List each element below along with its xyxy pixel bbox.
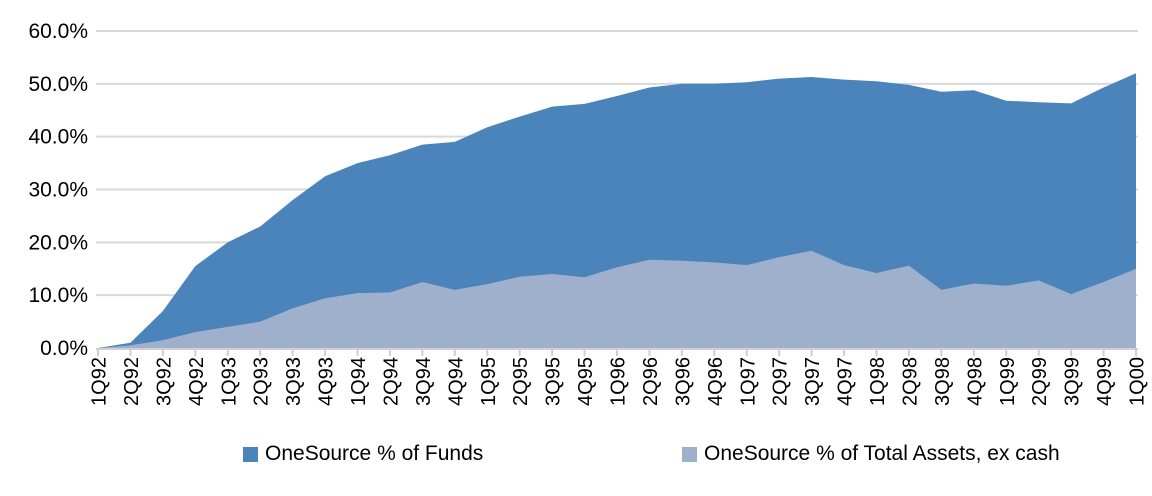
x-axis-tick-label: 2Q98 <box>899 357 921 406</box>
x-axis-tick-label: 4Q98 <box>964 357 986 406</box>
x-axis-tick-label: 2Q94 <box>380 357 402 406</box>
y-axis-tick-label: 50.0% <box>28 73 88 96</box>
x-axis-tick-label: 1Q92 <box>89 357 111 406</box>
x-axis-tick-label: 1Q98 <box>867 357 889 406</box>
x-axis-tick-label: 2Q97 <box>770 357 792 406</box>
x-axis-tick-label: 3Q95 <box>543 357 565 406</box>
legend-swatch-assets-icon <box>682 446 697 462</box>
x-axis-tick-label: 4Q95 <box>575 357 597 406</box>
x-axis-tick-label: 4Q99 <box>1094 357 1116 406</box>
y-axis-tick-label: 30.0% <box>28 179 88 202</box>
x-axis-tick-label: 1Q96 <box>608 357 630 406</box>
x-axis-tick-label: 3Q93 <box>283 357 305 406</box>
x-axis-tick-label: 1Q94 <box>348 357 370 406</box>
area-series-assets <box>98 250 1136 348</box>
x-axis-tick-label: 1Q99 <box>997 357 1019 406</box>
x-axis-tick-label: 4Q92 <box>186 357 208 406</box>
x-axis-tick-label: 2Q92 <box>121 357 143 406</box>
y-axis-tick-label: 10.0% <box>28 284 88 307</box>
x-axis-tick-label: 1Q97 <box>737 357 759 406</box>
y-axis-tick-label: 20.0% <box>28 231 88 254</box>
legend-item-funds: OneSource % of Funds <box>243 443 483 465</box>
x-axis-tick-label: 4Q97 <box>835 357 857 406</box>
x-axis-tick-label: 2Q96 <box>640 357 662 406</box>
x-axis-tick-label: 3Q98 <box>932 357 954 406</box>
plot-area: 0.0% 10.0% 20.0% 30.0% 40.0% 50.0% 60.0% 1Q92 2Q… <box>28 20 1149 406</box>
x-axis-tick-label: 4Q94 <box>445 357 467 406</box>
x-axis-tick-label: 3Q99 <box>1062 357 1084 406</box>
x-axis-tick-label: 2Q95 <box>510 357 532 406</box>
y-axis-tick-label: 40.0% <box>28 126 88 149</box>
y-axis-tick-label: 60.0% <box>28 20 88 43</box>
legend-item-assets: OneSource % of Total Assets, ex cash <box>682 443 1060 465</box>
legend-swatch-funds-icon <box>243 446 258 462</box>
x-axis-tick-label: 3Q96 <box>672 357 694 406</box>
legend-label-assets: OneSource % of Total Assets, ex cash <box>704 442 1060 465</box>
legend-label-funds: OneSource % of Funds <box>265 442 484 465</box>
x-axis-tick-label: 2Q99 <box>1029 357 1051 406</box>
x-axis-tick-label: 1Q95 <box>478 357 500 406</box>
x-axis-tick-label: 2Q93 <box>251 357 273 406</box>
y-axis-tick-label: 0.0% <box>40 337 88 360</box>
x-axis-tick-label: 3Q92 <box>153 357 175 406</box>
x-axis-tick-label: 4Q96 <box>705 357 727 406</box>
x-axis-tick-label: 3Q94 <box>413 357 435 406</box>
x-axis-tick-label: 3Q97 <box>802 357 824 406</box>
x-axis-tick-label: 1Q93 <box>218 357 240 406</box>
x-axis-tick-label: 1Q00 <box>1127 357 1149 406</box>
x-axis-tick-label: 4Q93 <box>316 357 338 406</box>
